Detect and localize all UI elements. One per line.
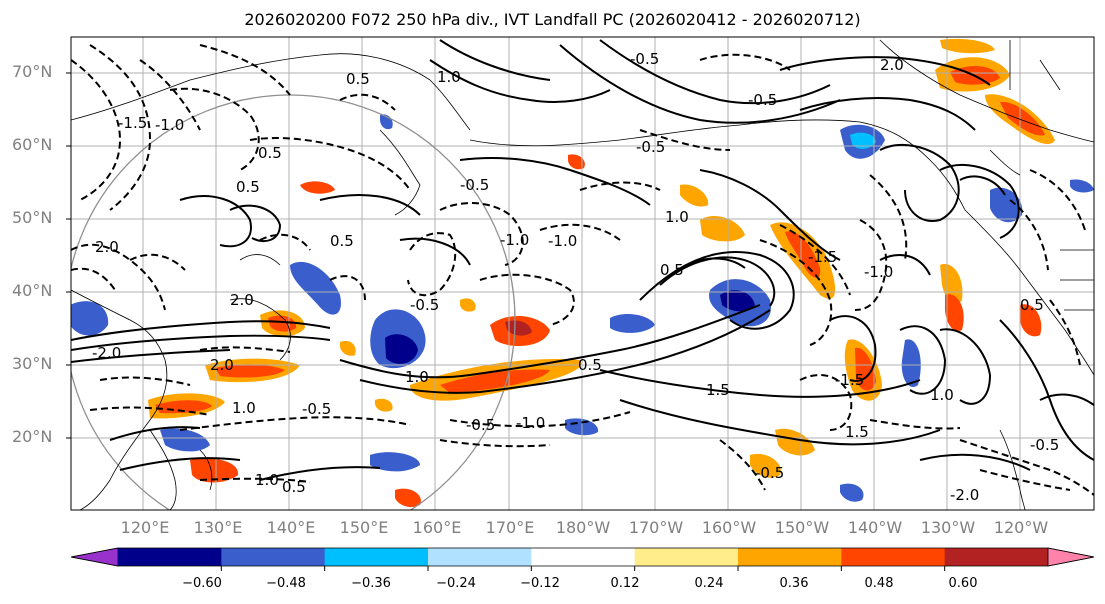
lon-label: 180°W — [555, 518, 611, 537]
lat-label: 30°N — [12, 354, 53, 373]
contour-label: -1.5 — [808, 248, 837, 266]
contour-label: 1.5 — [706, 381, 730, 399]
contour-label: -0.5 — [755, 464, 784, 482]
contour-label: -1.0 — [548, 232, 577, 250]
colorbar-tick-label: 0.24 — [694, 576, 724, 591]
contour-label: -0.5 — [460, 176, 489, 194]
contour-label: 0.5 — [346, 70, 370, 88]
contour-label: -2.0 — [950, 486, 979, 504]
coastlines — [71, 39, 1094, 510]
lat-label: 70°N — [12, 62, 53, 81]
lat-label: 50°N — [12, 208, 53, 227]
map-frame — [70, 36, 1095, 511]
contour-label: 2.0 — [95, 238, 119, 256]
contour-label: -0.5 — [630, 50, 659, 68]
colorbar-tick-label: 0.12 — [610, 576, 640, 591]
contour-labels: -0.5 -1.0 -1.5 -2.0 0.5 1.0 1.5 2.0 -0.5… — [92, 50, 1059, 504]
lon-label: 160°W — [701, 518, 757, 537]
contour-label: -1.0 — [155, 116, 184, 134]
contour-label: 0.5 — [330, 232, 354, 250]
contour-label: 2.0 — [230, 291, 254, 309]
contour-label: -0.5 — [410, 296, 439, 314]
contour-label: 1.0 — [232, 399, 256, 417]
contour-label: -1.0 — [516, 414, 545, 432]
contour-label: -0.5 — [748, 91, 777, 109]
lon-label: 130°E — [193, 518, 243, 537]
contour-label: -0.5 — [466, 416, 495, 434]
contour-label: 1.0 — [255, 471, 279, 489]
graticule — [71, 37, 1094, 510]
lon-label: 160°E — [412, 518, 462, 537]
colorbar-tick-label: −0.48 — [266, 576, 306, 591]
lat-label: 20°N — [12, 427, 53, 446]
contour-label: -0.5 — [1030, 436, 1059, 454]
colorbar-tick-label: 0.48 — [864, 576, 894, 591]
contour-label: 0.5 — [258, 144, 282, 162]
lat-label: 60°N — [12, 135, 53, 154]
negative-contours — [71, 44, 1094, 496]
contour-label: 1.0 — [405, 368, 429, 386]
lon-label: 120°E — [120, 518, 170, 537]
contour-label: -0.5 — [636, 138, 665, 156]
contour-label: 1.0 — [665, 208, 689, 226]
contour-label: 0.5 — [282, 478, 306, 496]
contour-label: 0.5 — [578, 356, 602, 374]
contour-label: 2.0 — [210, 356, 234, 374]
colorbar-tick-label: −0.36 — [351, 576, 391, 591]
contour-label: 0.5 — [1020, 296, 1044, 314]
contour-label: -1.0 — [864, 263, 893, 281]
contour-label: 1.0 — [437, 68, 461, 86]
lon-label: 170°E — [485, 518, 535, 537]
colorbar-tick-label: −0.60 — [182, 576, 222, 591]
lon-label: 130°W — [920, 518, 976, 537]
contour-label: 1.5 — [845, 423, 869, 441]
lon-label: 140°W — [847, 518, 903, 537]
contour-label: -0.5 — [302, 400, 331, 418]
contour-label: 0.5 — [660, 261, 684, 279]
lon-label: 140°E — [266, 518, 316, 537]
lat-ticks — [66, 72, 71, 439]
positive-contours — [71, 39, 1094, 481]
contour-label: -1.5 — [835, 371, 864, 389]
lon-label: 150°E — [339, 518, 389, 537]
contour-label: 1.0 — [930, 386, 954, 404]
map-title: 2026020200 F072 250 hPa div., IVT Landfa… — [244, 10, 861, 29]
colorbar-tick-label: −0.12 — [520, 576, 560, 591]
contour-label: -1.0 — [500, 231, 529, 249]
lon-label: 120°W — [993, 518, 1049, 537]
colorbar-tick-label: 0.36 — [779, 576, 809, 591]
contour-label: 0.5 — [236, 178, 260, 196]
colorbar-tick-label: −0.24 — [436, 576, 476, 591]
contour-label: 2.0 — [880, 56, 904, 74]
colorbar-tick-label: 0.60 — [948, 576, 978, 591]
lon-label: 170°W — [628, 518, 684, 537]
contour-label: -2.0 — [92, 344, 121, 362]
lat-label: 40°N — [12, 281, 53, 300]
contour-label: -1.5 — [118, 114, 147, 132]
lon-label: 150°W — [774, 518, 830, 537]
